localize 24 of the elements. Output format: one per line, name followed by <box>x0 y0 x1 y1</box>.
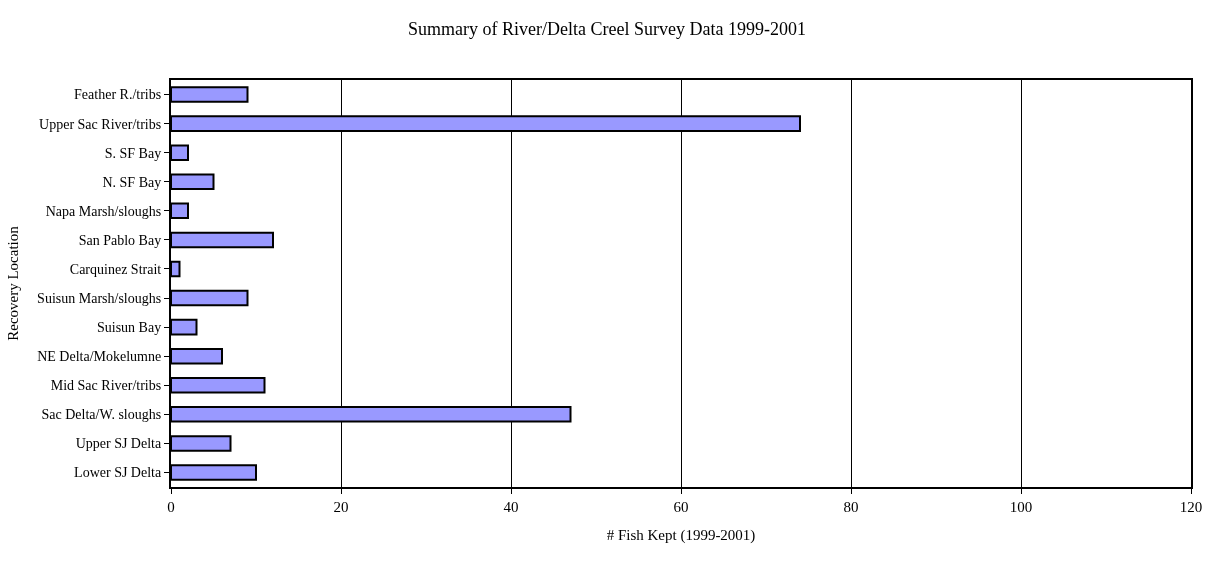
y-tick-label: Upper SJ Delta <box>75 436 162 452</box>
x-tick-label: 100 <box>1009 499 1033 515</box>
y-tick-label: Mid Sac River/tribs <box>50 378 162 394</box>
x-tick-label: 40 <box>503 499 519 515</box>
y-tick-label: Feather R./tribs <box>74 87 162 103</box>
x-tick-label: 60 <box>673 499 689 515</box>
y-tick-label: Upper Sac River/tribs <box>39 116 162 132</box>
y-tick-label: NE Delta/Mokelumne <box>37 349 162 365</box>
x-tick-label: 120 <box>1179 499 1203 515</box>
y-tick-label: Suisun Bay <box>97 320 162 336</box>
x-tick-label: 20 <box>333 499 349 515</box>
y-tick-label: San Pablo Bay <box>78 232 162 248</box>
y-axis-title: Recovery Location <box>4 225 21 341</box>
y-tick-label: Lower SJ Delta <box>74 465 162 481</box>
x-tick-label: 0 <box>167 499 175 515</box>
x-axis-title: # Fish Kept (1999-2001) <box>606 526 756 544</box>
y-tick-label: N. SF Bay <box>102 174 162 190</box>
y-tick-label: Sac Delta/W. sloughs <box>41 407 162 423</box>
y-tick-label: Suisun Marsh/sloughs <box>37 290 162 306</box>
chart-title: Summary of River/Delta Creel Survey Data 1999-2001 <box>408 19 806 40</box>
y-tick-label: Napa Marsh/sloughs <box>45 203 162 219</box>
y-tick-label: S. SF Bay <box>104 145 162 161</box>
x-tick-label: 80 <box>843 499 859 515</box>
y-tick-label: Carquinez Strait <box>69 261 162 277</box>
